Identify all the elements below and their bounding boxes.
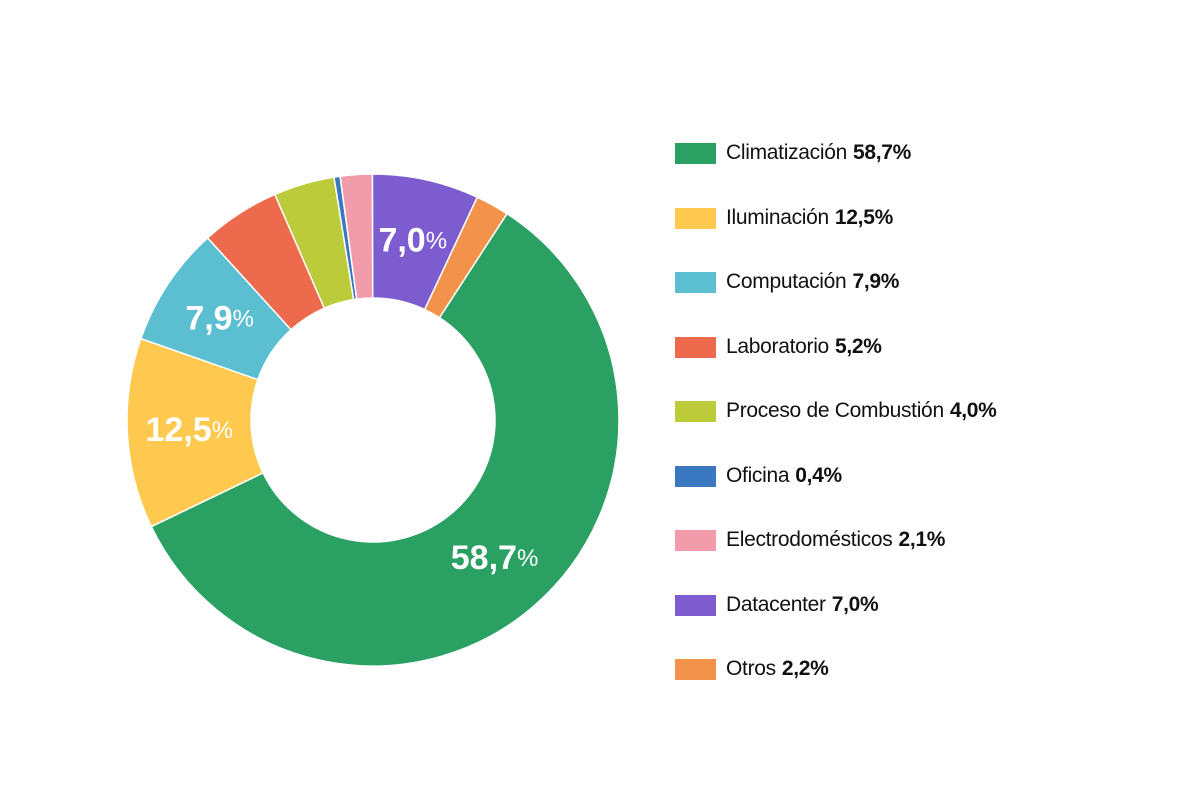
legend-label: Proceso de Combustión [726, 399, 944, 422]
legend-label: Otros [726, 657, 776, 680]
legend-value: 5,2% [834, 334, 882, 358]
legend-item: Iluminación 12,5% [675, 202, 1175, 267]
legend-text: Climatización 58,7% [726, 137, 911, 169]
legend-label: Datacenter [726, 592, 826, 616]
legend-value: 58,7% [852, 141, 912, 164]
slice-label-number: 7,0 [378, 221, 425, 259]
donut-slice-label-8: 7,0% [378, 221, 447, 259]
legend-label: Oficina [726, 463, 790, 487]
legend-text: Oficina 0,4% [726, 460, 842, 492]
donut-slice-label-1: 58,7% [451, 539, 539, 577]
legend-item: Oficina 0,4% [675, 460, 1175, 525]
legend-text: Otros 2,2% [726, 653, 829, 685]
legend-swatch [675, 272, 716, 293]
legend-label: Electrodomésticos [726, 528, 893, 551]
legend-label: Climatización [726, 141, 847, 164]
donut-slice-label-2: 12,5% [146, 411, 234, 449]
slice-label-number: 12,5 [146, 411, 212, 449]
legend-text: Proceso de Combustión 4,0% [726, 395, 997, 427]
legend-swatch [675, 143, 716, 164]
legend-value: 2,2% [781, 657, 829, 680]
legend-value: 0,4% [795, 463, 842, 487]
donut-slice-9 [423, 196, 509, 319]
slice-label-number: 7,9 [185, 299, 232, 337]
legend-item: Laboratorio 5,2% [675, 331, 1175, 396]
legend-item: Otros 2,2% [675, 653, 1175, 718]
slice-label-unit: % [233, 305, 254, 332]
legend-swatch [675, 594, 716, 616]
legend-swatch [675, 336, 716, 358]
legend-swatch [675, 207, 716, 229]
legend-item: Datacenter 7,0% [675, 589, 1175, 654]
slice-label-unit: % [517, 545, 538, 572]
legend-swatch [675, 530, 716, 551]
legend-text: Electrodomésticos 2,1% [726, 524, 945, 556]
legend-item: Electrodomésticos 2,1% [675, 524, 1175, 589]
slice-label-number: 58,7 [451, 539, 517, 577]
legend-value: 7,9% [852, 270, 900, 293]
legend-value: 7,0% [831, 592, 879, 616]
legend-text: Iluminación 12,5% [726, 202, 893, 234]
legend-label: Iluminación [726, 205, 829, 229]
donut-slices [126, 173, 620, 667]
legend-text: Laboratorio 5,2% [726, 331, 882, 363]
legend-text: Datacenter 7,0% [726, 589, 879, 621]
legend-label: Computación [726, 270, 847, 293]
legend-swatch [675, 465, 716, 487]
legend-value: 12,5% [834, 205, 893, 229]
legend-item: Computación 7,9% [675, 266, 1175, 331]
donut-slice-1 [150, 212, 620, 667]
legend-value: 2,1% [898, 528, 946, 551]
legend-label: Laboratorio [726, 334, 829, 358]
legend-swatch [675, 401, 716, 422]
legend-item: Proceso de Combustión 4,0% [675, 395, 1175, 460]
donut-slice-label-3: 7,9% [185, 299, 254, 337]
donut-slice-labels: 58,7%12,5%7,9%7,0% [146, 221, 539, 577]
legend-text: Computación 7,9% [726, 266, 899, 298]
legend-item: Climatización 58,7% [675, 137, 1175, 202]
chart-legend: Climatización 58,7% Iluminación 12,5% Comput… [675, 137, 1175, 718]
slice-label-unit: % [426, 227, 447, 254]
slice-label-unit: % [212, 417, 233, 444]
legend-value: 4,0% [949, 399, 997, 422]
legend-swatch [675, 659, 716, 680]
